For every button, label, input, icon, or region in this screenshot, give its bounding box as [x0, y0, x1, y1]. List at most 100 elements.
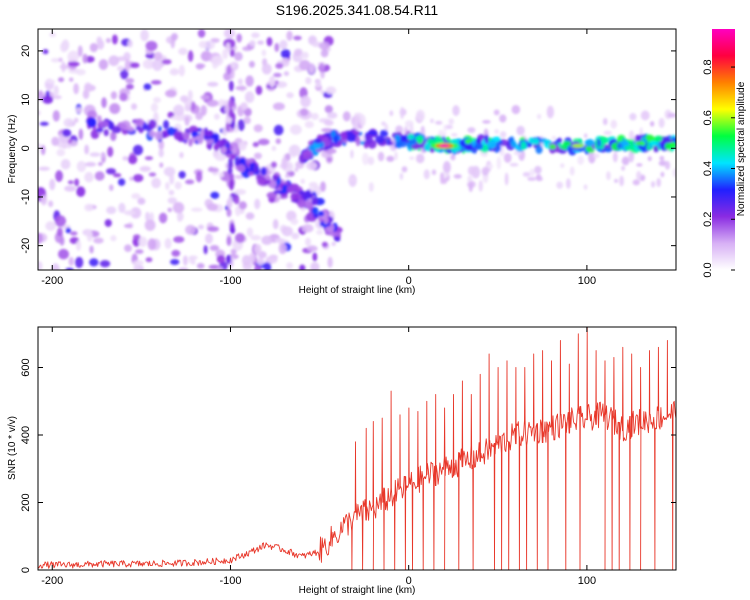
noise-blob: [38, 166, 51, 171]
noise-blob: [321, 128, 333, 133]
noise-blob: [78, 128, 84, 140]
noise-blob: [124, 244, 132, 253]
branch-blob: [311, 206, 319, 215]
noise-blob: [556, 181, 563, 189]
noise-blob: [225, 42, 231, 53]
noise-blob: [179, 152, 184, 159]
noise-blob: [107, 146, 114, 158]
noise-blob: [110, 131, 117, 142]
noise-blob: [233, 51, 243, 61]
ridge-blob: [561, 143, 568, 151]
noise-blob: [89, 258, 99, 267]
colorbar-tick-label: 0.0: [702, 262, 714, 277]
noise-blob: [171, 249, 181, 257]
noise-blob: [89, 152, 101, 157]
noise-blob: [621, 165, 626, 171]
noise-blob: [86, 229, 93, 242]
noise-blob: [499, 114, 507, 123]
noise-blob: [494, 129, 499, 134]
noise-blob: [228, 157, 234, 169]
noise-blob: [82, 53, 88, 64]
noise-blob: [84, 82, 92, 93]
ridge-blob: [407, 133, 415, 140]
noise-blob: [145, 40, 158, 51]
noise-blob: [235, 85, 247, 91]
noise-blob: [226, 208, 232, 217]
branch-blob: [297, 198, 306, 209]
noise-blob: [151, 177, 162, 189]
ridge-blob: [644, 134, 655, 142]
noise-blob: [178, 47, 188, 56]
noise-blob: [182, 255, 188, 266]
noise-blob: [253, 243, 262, 255]
noise-blob: [164, 238, 172, 249]
spectrogram-y-label: Frequency (Hz): [7, 115, 18, 184]
noise-blob: [636, 163, 643, 167]
noise-blob: [565, 178, 571, 189]
noise-blob: [324, 105, 333, 114]
branch-blob: [364, 133, 373, 144]
noise-blob: [244, 91, 255, 103]
noise-blob: [243, 107, 252, 117]
noise-blob: [190, 101, 196, 111]
noise-blob: [415, 153, 425, 164]
noise-blob: [97, 161, 103, 167]
noise-blob: [62, 129, 72, 137]
noise-blob: [58, 248, 70, 260]
noise-blob: [68, 77, 74, 82]
noise-blob: [180, 95, 189, 103]
ridge-blob: [585, 145, 593, 152]
branch-blob: [379, 129, 389, 138]
noise-blob: [230, 61, 236, 70]
noise-blob: [207, 81, 219, 87]
branch-blob: [311, 197, 318, 206]
noise-blob: [178, 267, 189, 270]
branch-blob: [305, 189, 312, 199]
noise-blob: [647, 156, 652, 162]
ridge-blob: [604, 147, 613, 153]
noise-blob: [368, 182, 374, 192]
noise-blob: [134, 249, 144, 254]
noise-blob: [45, 221, 57, 231]
noise-blob: [148, 172, 157, 177]
noise-blob: [583, 133, 588, 139]
noise-blob: [196, 263, 205, 269]
noise-blob: [152, 59, 163, 72]
noise-blob: [49, 32, 57, 38]
noise-blob: [38, 261, 43, 270]
snr-y-tick-label: 600: [20, 358, 32, 376]
branch-blob: [203, 130, 214, 137]
spectrogram-x-label: Height of straight line (km): [299, 285, 416, 296]
noise-blob: [377, 151, 385, 162]
noise-blob: [250, 235, 262, 241]
noise-blob: [38, 143, 42, 149]
noise-blob: [238, 141, 247, 151]
colorbar-tick-label: 0.6: [702, 110, 714, 125]
noise-blob: [111, 34, 118, 45]
noise-blob: [131, 193, 141, 200]
noise-blob: [283, 71, 290, 76]
ridge-blob: [424, 142, 431, 152]
noise-blob: [117, 178, 126, 186]
noise-blob: [104, 219, 112, 227]
noise-blob: [288, 144, 301, 157]
noise-blob: [310, 261, 320, 270]
branch-blob: [284, 181, 290, 186]
noise-blob: [290, 218, 299, 225]
noise-blob: [301, 224, 314, 233]
noise-blob: [569, 166, 575, 176]
ridge-blob: [616, 143, 623, 149]
noise-blob: [500, 131, 507, 139]
noise-blob: [128, 154, 138, 165]
noise-blob: [245, 212, 255, 220]
noise-blob: [84, 203, 94, 212]
noise-blob: [216, 255, 226, 264]
noise-blob: [306, 161, 318, 171]
ridge-blob: [464, 143, 474, 151]
noise-blob: [54, 215, 67, 227]
noise-blob: [304, 120, 314, 129]
noise-blob: [120, 68, 129, 80]
noise-blob: [195, 171, 203, 183]
